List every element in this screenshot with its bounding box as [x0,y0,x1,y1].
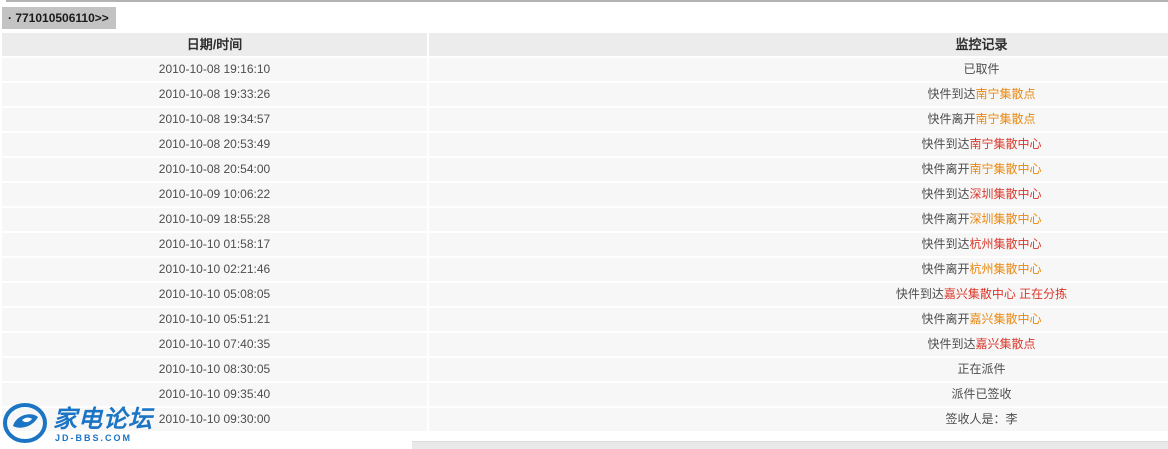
record-segment: 快件到达 [927,337,976,351]
row-record: 派件已签收 [429,383,1168,406]
record-segment: 深圳集散中心 [969,212,1042,226]
row-record: 快件离开深圳集散中心 [429,208,1168,231]
table-body: 2010-10-08 19:16:10 已取件 2010-10-08 19:33:2… [0,58,1168,431]
row-datetime: 2010-10-08 19:34:57 [2,108,429,131]
row-datetime: 2010-10-10 05:08:05 [2,283,429,306]
row-datetime: 2010-10-10 08:30:05 [2,358,429,381]
record-segment: 南宁集散点 [975,87,1036,101]
record-segment: 快件到达 [921,237,970,251]
row-datetime: 2010-10-09 18:55:28 [2,208,429,231]
row-record: 快件到达深圳集散中心 [429,183,1168,206]
record-segment: 快件离开 [921,212,970,226]
jd-bbs-swirl-icon [2,402,48,449]
table-row: 2010-10-10 08:30:05 正在派件 [0,358,1168,381]
table-header-row: 日期/时间 监控记录 [0,33,1168,56]
record-segment: 已取件 [963,62,1000,76]
footer-bar [412,441,1168,449]
table-row: 2010-10-10 09:35:40 派件已签收 [0,383,1168,406]
table-row: 2010-10-10 09:30:00 签收人是：李 [0,408,1168,431]
row-record: 快件到达嘉兴集散中心 正在分拣 [429,283,1168,306]
record-segment: 派件已签收 [951,387,1012,401]
row-record: 快件离开南宁集散中心 [429,158,1168,181]
row-datetime: 2010-10-08 19:16:10 [2,58,429,81]
row-datetime: 2010-10-09 10:06:22 [2,183,429,206]
column-header-datetime: 日期/时间 [2,33,429,56]
table-row: 2010-10-08 19:16:10 已取件 [0,58,1168,81]
row-datetime: 2010-10-10 05:51:21 [2,308,429,331]
record-segment: 南宁集散中心 [969,162,1042,176]
record-segment: 嘉兴集散点 [975,337,1036,351]
record-segment: 快件离开 [921,262,970,276]
row-datetime: 2010-10-10 01:58:17 [2,233,429,256]
record-segment: 南宁集散中心 [969,137,1042,151]
row-record: 已取件 [429,58,1168,81]
record-segment: 快件离开 [921,162,970,176]
tracking-table-inner: 日期/时间 监控记录 2010-10-08 19:16:10 已取件 2010-10… [0,33,1168,431]
row-datetime: 2010-10-08 20:54:00 [2,158,429,181]
table-row: 2010-10-09 18:55:28 快件离开深圳集散中心 [0,208,1168,231]
table-row: 2010-10-08 19:34:57 快件离开南宁集散点 [0,108,1168,131]
row-record: 快件到达南宁集散点 [429,83,1168,106]
record-segment: 嘉兴集散中心 [943,287,1016,301]
column-header-record: 监控记录 [955,37,1008,52]
row-datetime: 2010-10-10 02:21:46 [2,258,429,281]
row-datetime: 2010-10-10 09:35:40 [2,383,429,406]
row-record: 快件到达南宁集散中心 [429,133,1168,156]
row-datetime: 2010-10-08 20:53:49 [2,133,429,156]
jd-bbs-logo-text: 家电论坛 JD-BBS.COM [53,408,153,443]
table-row: 2010-10-08 20:53:49 快件到达南宁集散中心 [0,133,1168,156]
row-record: 正在派件 [429,358,1168,381]
record-segment: 南宁集散点 [975,112,1036,126]
row-record: 签收人是：李 [429,408,1168,431]
record-segment: 快件到达 [895,287,944,301]
record-segment: 快件离开 [927,112,976,126]
record-segment: 快件到达 [927,87,976,101]
record-segment: 正在分拣 [1015,287,1068,301]
table-row: 2010-10-10 02:21:46 快件离开杭州集散中心 [0,258,1168,281]
logo-title: 家电论坛 [53,406,153,433]
row-record: 快件离开嘉兴集散中心 [429,308,1168,331]
record-segment: 杭州集散中心 [969,237,1042,251]
row-datetime: 2010-10-08 19:33:26 [2,83,429,106]
row-datetime: 2010-10-10 09:30:00 [2,408,429,431]
top-divider [6,0,1168,2]
record-segment: 快件到达 [921,137,970,151]
table-row: 2010-10-10 07:40:35 快件到达嘉兴集散点 [0,333,1168,356]
table-row: 2010-10-10 01:58:17 快件到达杭州集散中心 [0,233,1168,256]
table-row: 2010-10-08 19:33:26 快件到达南宁集散点 [0,83,1168,106]
record-segment: 嘉兴集散中心 [969,312,1042,326]
row-datetime: 2010-10-10 07:40:35 [2,333,429,356]
table-row: 2010-10-09 10:06:22 快件到达深圳集散中心 [0,183,1168,206]
record-segment: 杭州集散中心 [969,262,1042,276]
table-row: 2010-10-10 05:51:21 快件离开嘉兴集散中心 [0,308,1168,331]
tracking-number-toggle[interactable]: · 771010506110>> [2,7,116,29]
row-record: 快件到达嘉兴集散点 [429,333,1168,356]
record-segment: 正在派件 [957,362,1006,376]
table-row: 2010-10-10 05:08:05 快件到达嘉兴集散中心 正在分拣 [0,283,1168,306]
row-record: 快件离开杭州集散中心 [429,258,1168,281]
record-segment: 签收人是：李 [945,412,1018,426]
table-row: 2010-10-08 20:54:00 快件离开南宁集散中心 [0,158,1168,181]
record-segment: 快件离开 [921,312,970,326]
record-segment: 深圳集散中心 [969,187,1042,201]
row-record: 快件到达杭州集散中心 [429,233,1168,256]
jd-bbs-logo: 家电论坛 JD-BBS.COM [2,402,153,449]
logo-subtitle: JD-BBS.COM [55,433,133,443]
row-record: 快件离开南宁集散点 [429,108,1168,131]
record-segment: 快件到达 [921,187,970,201]
tracking-table: 日期/时间 监控记录 2010-10-08 19:16:10 已取件 2010-10… [0,33,1168,433]
